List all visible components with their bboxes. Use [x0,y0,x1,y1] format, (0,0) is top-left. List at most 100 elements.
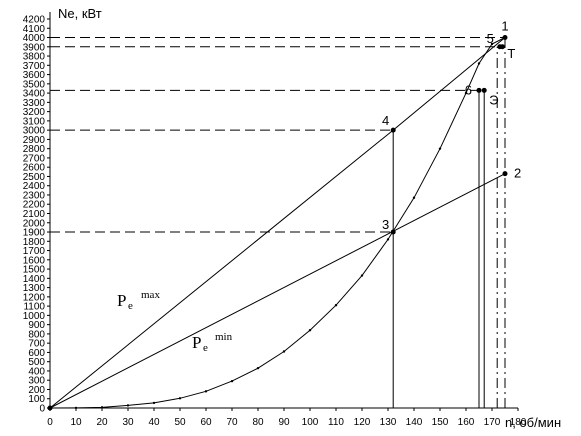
x-tick-label: 80 [252,417,264,428]
pmax-label-main: P [117,291,126,310]
y-tick-label: 2400 [23,181,46,192]
y-tick-label: 2000 [23,218,46,229]
axes [49,12,518,409]
pmin-label-sub: e [203,342,208,354]
point-marker [499,44,505,50]
y-tick-label: 3800 [23,52,46,63]
x-tick-label: 20 [96,417,108,428]
pmax-label-sup: max [141,289,160,301]
y-tick-label: 1600 [23,255,46,266]
curve-dot [477,62,481,65]
point-marker [502,35,508,41]
y-tick-label: 0 [39,404,45,415]
x-tick-label: 110 [328,417,344,428]
y-tick-label: 600 [28,348,45,359]
y-tick-label: 3600 [23,70,46,81]
curve-dot [412,196,416,199]
point-marker [476,87,482,93]
y-tick-label: 1800 [23,237,46,248]
y-tick-label: 700 [28,339,45,350]
x-tick-label: 160 [458,417,475,428]
y-tick-label: 3700 [23,61,46,72]
x-tick-label: 30 [122,417,134,428]
x-tick-label: 40 [148,417,160,428]
point-label: 4 [382,113,389,128]
pmax-label-sub: e [128,300,133,312]
x-tick-label: 150 [432,417,449,428]
x-tick-label: 60 [200,417,212,428]
y-tick-label: 2100 [23,209,46,220]
point-label: Э [489,92,498,107]
curve-dot [490,42,494,46]
point-marker [390,127,396,133]
point-label: 6 [465,82,472,97]
x-tick-label: 70 [226,417,238,428]
y-tick-label: 2600 [23,163,46,174]
curve-dot [360,274,364,277]
curve-dot [178,397,182,400]
pmax-curve-label: P e max [117,289,160,312]
x-tick-label: 0 [47,417,53,428]
x-tick-label: 140 [406,417,423,428]
x-tick-label: 120 [354,417,371,428]
y-tick-label: 2300 [23,190,46,201]
pmin-curve-label: P e min [192,331,233,354]
series-line [49,173,506,409]
point-label: 1 [501,19,508,34]
curve-dot [100,406,104,409]
point-label: Т [507,46,515,61]
y-tick-label: 2900 [23,135,46,146]
point-label: 3 [382,217,389,232]
y-tick-label: 900 [28,320,45,331]
point-label: 2 [514,166,521,181]
y-tick-label: 1700 [23,246,46,257]
x-tick-label: 170 [484,417,501,428]
y-tick-label: 1100 [23,302,45,313]
curve-dot [464,91,468,95]
y-tick-label: 3100 [23,116,46,127]
point-marker [481,87,487,93]
y-tick-label: 2700 [23,153,46,164]
y-tick-label: 300 [28,376,45,387]
y-tick-label: 1300 [23,283,46,294]
y-tick-label: 1900 [23,228,46,239]
x-tick-label: 100 [302,417,319,428]
curve-dot [74,406,78,410]
y-tick-label: 4100 [23,24,46,35]
y-tick-label: 1000 [23,311,46,322]
y-axis-title: Ne, кВт [58,6,102,21]
origin-point [47,405,53,411]
y-tick-label: 3200 [23,107,46,118]
y-tick-label: 3000 [23,126,46,137]
y-tick-label: 2800 [23,144,46,155]
curve-dot [204,390,208,393]
x-tick-label: 180 [510,417,527,428]
series-lines [47,37,506,411]
y-tick-label: 2500 [23,172,46,183]
curve-dot [386,238,390,241]
x-tick-label: 50 [174,417,186,428]
point-label: 5 [487,31,494,46]
curve-dot [230,379,234,383]
y-tick-label: 2200 [23,200,46,211]
y-tick-label: 4200 [23,15,46,26]
point-markers: 1 2 3 4 5 6 Э Т [382,19,521,235]
pmin-label-sup: min [215,331,233,343]
y-tick-label: 800 [28,329,45,340]
y-tick-label: 1200 [23,292,46,303]
curve-dot [126,404,130,407]
x-tick-label: 10 [70,417,82,428]
y-tick-label: 100 [28,394,45,405]
curve-dot [334,303,338,307]
y-axis-ticks: 0100200300400500600700800900100011001200… [23,15,50,415]
y-tick-label: 1500 [23,265,46,276]
y-tick-label: 200 [28,385,45,396]
y-tick-label: 3500 [23,79,46,90]
point-marker [390,229,396,235]
reference-lines [50,37,506,408]
x-axis-ticks: 0 10 20 30 40 50 60 70 80 90 100 110 120 130 140 150 160… [47,408,527,428]
series-line [49,37,506,409]
point-marker [502,171,508,177]
curve-dot [282,350,286,353]
